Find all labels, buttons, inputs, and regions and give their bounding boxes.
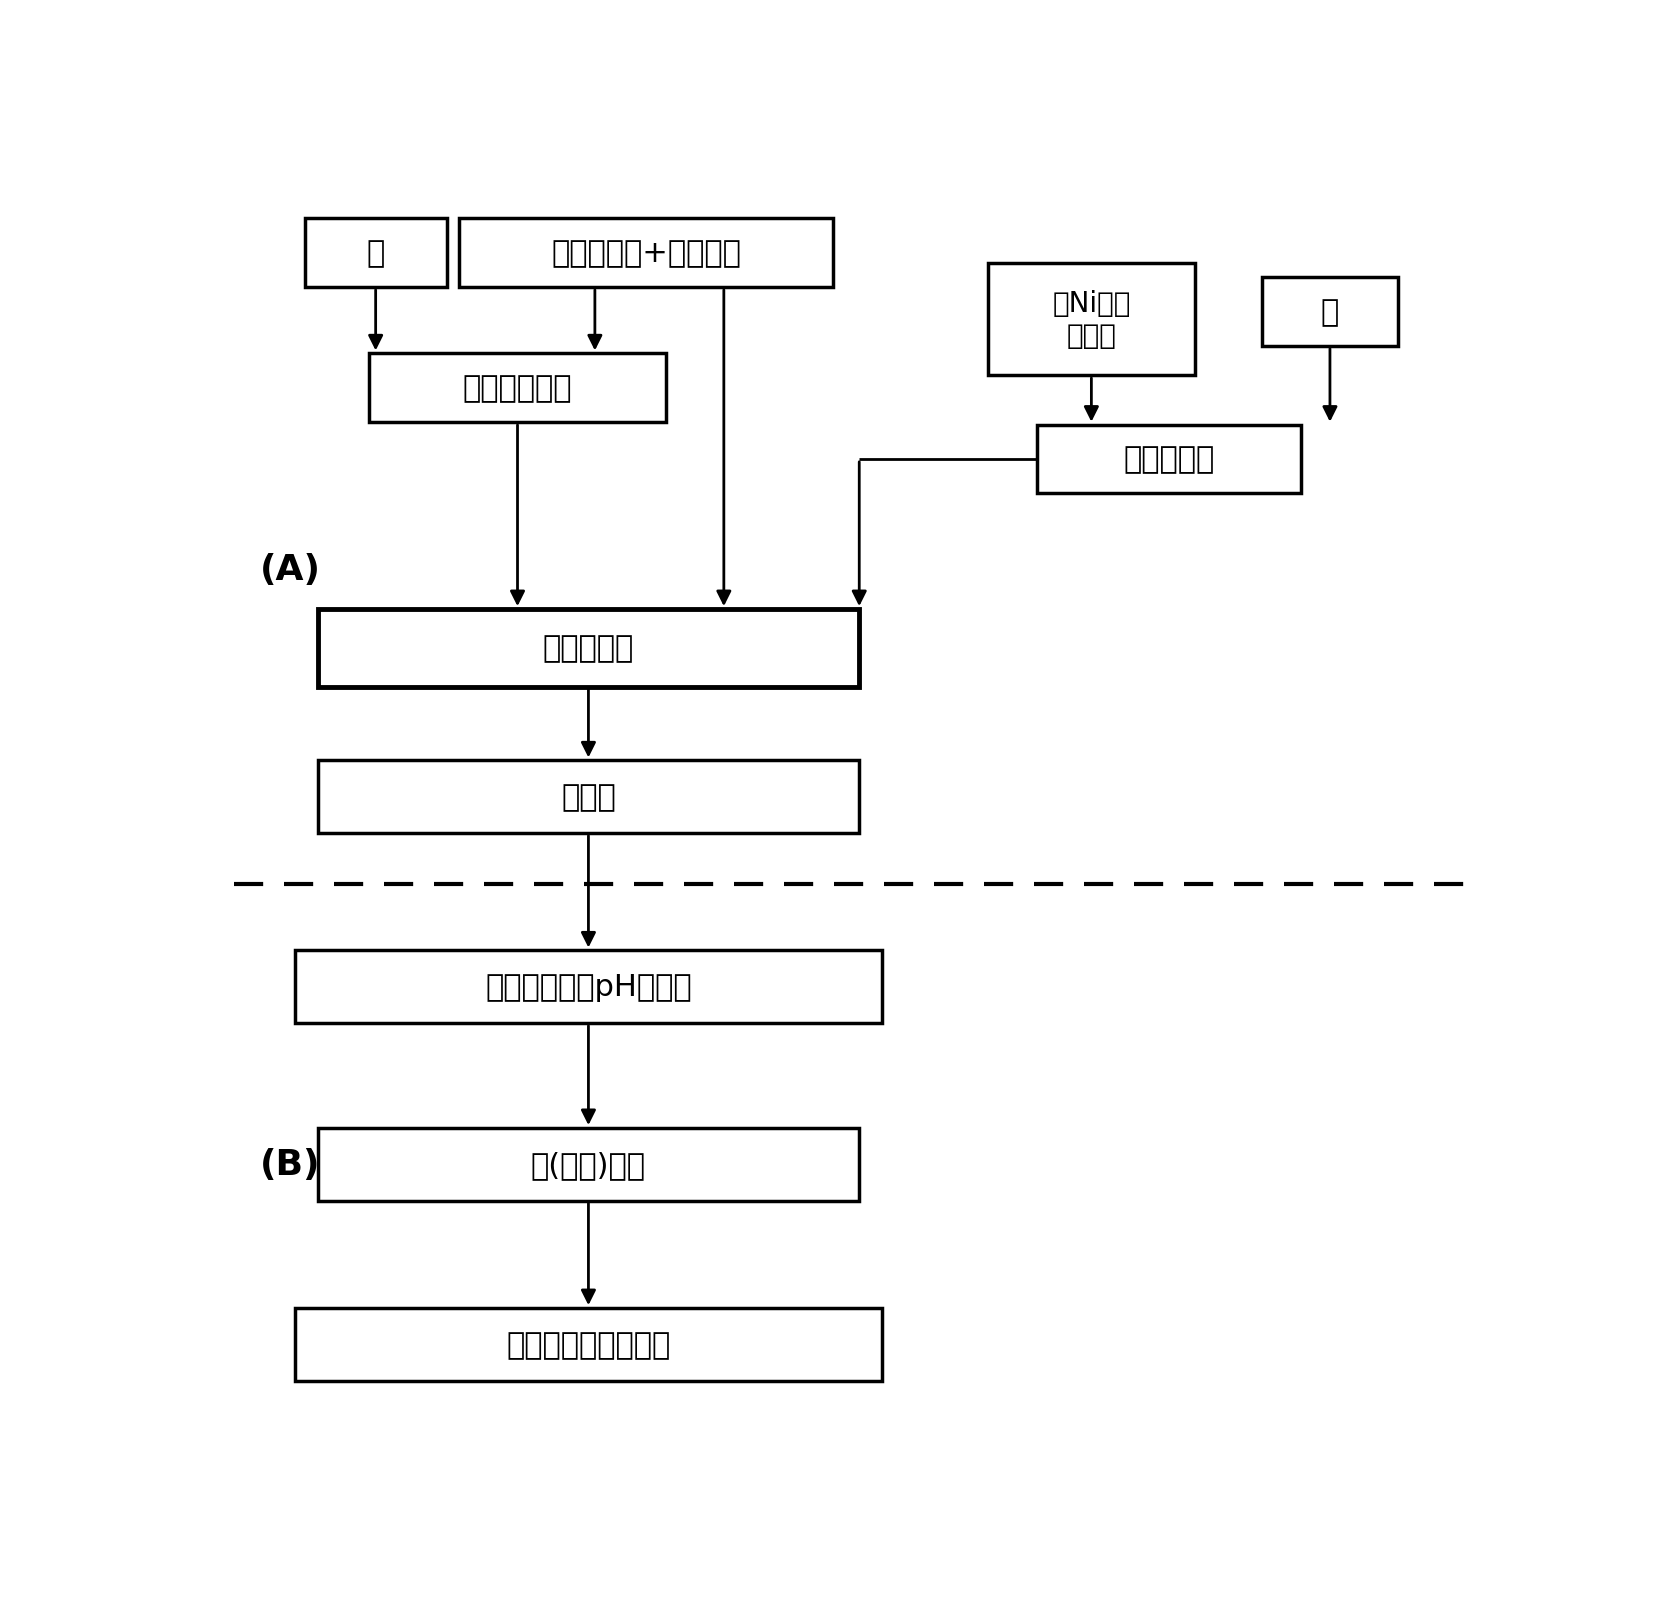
Text: 反应前水溶液: 反应前水溶液 [463,373,572,403]
Text: (A): (A) [260,553,321,586]
FancyBboxPatch shape [369,354,666,424]
FancyBboxPatch shape [318,610,859,687]
FancyBboxPatch shape [318,1128,859,1201]
FancyBboxPatch shape [318,761,859,833]
Text: 混合水溶液: 混合水溶液 [1123,445,1215,474]
Text: 核(粒子)生长: 核(粒子)生长 [531,1151,646,1178]
Text: (B): (B) [260,1147,319,1182]
Text: 反应水溶液: 反应水溶液 [542,635,634,662]
FancyBboxPatch shape [1037,425,1301,493]
FancyBboxPatch shape [295,951,882,1024]
Text: 核生成: 核生成 [561,782,616,812]
FancyBboxPatch shape [305,219,446,287]
Text: 反应水溶液的pH值调整: 反应水溶液的pH值调整 [486,972,692,1001]
FancyBboxPatch shape [988,263,1195,377]
Text: 水: 水 [366,239,384,268]
FancyBboxPatch shape [1263,278,1398,347]
Text: 碱性水溶液+氨水溶液: 碱性水溶液+氨水溶液 [551,239,742,268]
Text: 水: 水 [1321,297,1340,326]
FancyBboxPatch shape [295,1308,882,1381]
Text: 含Ni金属
化合物: 含Ni金属 化合物 [1052,289,1130,351]
Text: 镍复合氢氧化物粒子: 镍复合氢氧化物粒子 [506,1329,671,1358]
FancyBboxPatch shape [459,219,834,287]
